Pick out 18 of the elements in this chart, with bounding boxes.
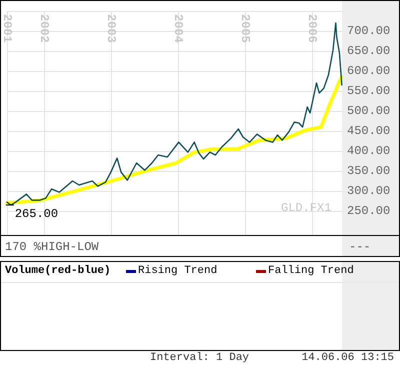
y-tick-label: 250.00 <box>347 204 390 218</box>
y-tick-label: 450.00 <box>347 124 390 138</box>
text: Volume(red-blue) <box>5 265 111 277</box>
y-tick-label: 350.00 <box>347 164 390 178</box>
y-tick-label: 600.00 <box>347 64 390 78</box>
y-tick-label: 500.00 <box>347 104 390 118</box>
text: Rising Trend <box>138 265 218 277</box>
y-tick-label: 650.00 <box>347 44 390 58</box>
text: Falling Trend <box>268 265 354 277</box>
y-tick-label: 300.00 <box>347 184 390 198</box>
annotation: 265.00 <box>14 207 58 221</box>
y-tick-label: 550.00 <box>347 84 390 98</box>
text: Interval: 1 Day <box>150 352 250 364</box>
text: 170 %HIGH-LOW <box>5 240 99 254</box>
y-tick-label: 700.00 <box>347 24 390 38</box>
y-tick-label: 400.00 <box>347 144 390 158</box>
text: --- <box>349 240 371 254</box>
text: 14.06.06 13:15 <box>302 352 394 364</box>
